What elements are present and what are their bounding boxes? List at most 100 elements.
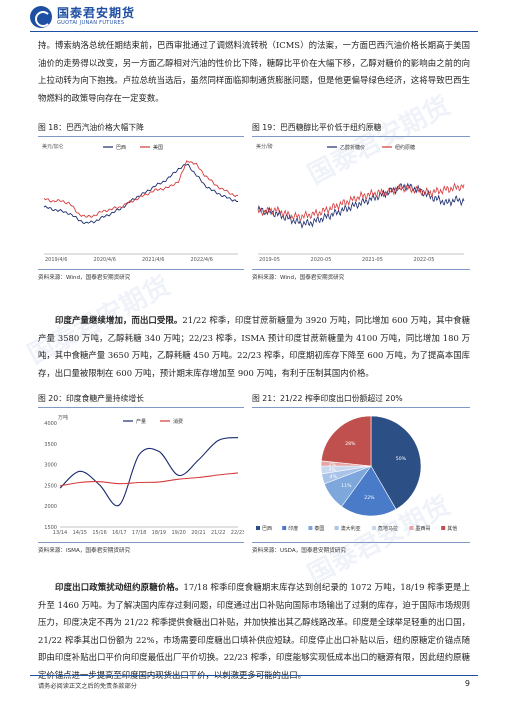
legend-swatch	[256, 526, 260, 530]
x-tick-label: 2019/4/6	[45, 257, 67, 263]
legend-label: 其他	[447, 525, 457, 532]
legend-swatch	[308, 526, 313, 530]
body-paragraph-1: 持。博索纳洛总统任期结束前，巴西审批通过了调燃料流转税（ICMS）的法案，一方面…	[38, 40, 470, 103]
fig18-top-rule	[38, 136, 244, 137]
paragraph-2-body: 21/22 榨季，印度甘蔗新糖量为 3920 万吨，同比增加 600 万吨，其中…	[38, 315, 471, 378]
series-line-1	[43, 163, 238, 225]
y-axis-label: 美分/磅	[256, 143, 273, 150]
legend-swatch	[441, 526, 446, 530]
fig18-source: 资料来源：Wind，国泰君安期货研究	[38, 275, 131, 281]
pie-data-label: 2%	[328, 462, 336, 468]
legend-label: 纽约原糖	[395, 144, 415, 151]
fig20-source: 资料来源：ISMA，国泰君安期货研究	[38, 548, 131, 554]
legend-label: 印度	[288, 525, 298, 532]
disclaimer-note: 请务必阅读正文之后的免责条款部分	[38, 683, 137, 690]
series-line-2	[43, 160, 239, 218]
y-axis-label: 美元/加仑	[42, 143, 64, 150]
series-line-1	[257, 182, 465, 230]
fig18-chart: 美元/加仑 2019/4/6 2020/4/6 2021/4/6 2022/4/6 巴西 美…	[38, 138, 244, 268]
legend-label: 澳大利亚	[341, 525, 361, 532]
y-tick-label: 4000	[44, 421, 57, 427]
y-tick-label: 2000	[44, 504, 57, 510]
pie-data-label: 28%	[345, 441, 356, 447]
x-tick-label: 20/21	[191, 530, 205, 536]
fig18-bottom-rule	[38, 269, 244, 270]
fig19-bottom-rule	[252, 269, 470, 270]
logo-cn-text: 国泰君安期货	[57, 6, 136, 20]
x-tick-label: 13/14	[53, 530, 67, 536]
x-tick-label: 16/17	[112, 530, 126, 536]
fig21-source: 资料来源：USDA，国泰君安期货研究	[252, 548, 346, 554]
fig21-bottom-rule	[252, 542, 470, 543]
x-tick-label: 14/15	[73, 530, 87, 536]
legend-swatch	[282, 526, 287, 530]
pie-data-label: 3%	[328, 467, 336, 473]
legend-swatch	[334, 526, 339, 530]
x-tick-label: 2020-05	[311, 257, 332, 263]
legend-label: 消费	[173, 418, 183, 425]
fig21-svg: 50% 22% 11%4%3%2% 28% 巴西 印度 泰国 澳大利亚 危地马拉 墨西哥 其他	[256, 415, 457, 532]
x-tick-label: 19/20	[171, 530, 185, 536]
legend-swatch	[372, 526, 376, 530]
y-tick-label: 1500	[44, 525, 57, 531]
x-tick-label: 2022-05	[414, 257, 435, 263]
fig19-svg: 美分/磅 2019-05 2020-05 2021-05 2022-05 乙醇折糖价 纽约原…	[256, 143, 465, 263]
fig20-svg: 万吨 1500 2000 2500 3000 3500 4000 13/14 14/15 15/1…	[44, 414, 244, 536]
y-tick-label: 2500	[44, 483, 57, 489]
footer-divider	[30, 675, 478, 676]
pie-data-label: 4%	[330, 474, 338, 480]
series-line-1	[59, 437, 239, 507]
x-tick-label: 17/18	[132, 530, 146, 536]
x-tick-label: 2019-05	[259, 257, 280, 263]
pie-slice	[341, 465, 397, 517]
legend-label: 危地马拉	[378, 525, 398, 532]
legend-label: 美国	[153, 144, 163, 151]
pie-slice	[370, 415, 422, 510]
x-tick-label: 2021/4/6	[142, 257, 164, 263]
page-number: 9	[464, 679, 470, 688]
x-tick-label: 15/16	[92, 530, 106, 536]
pie-data-label: 22%	[364, 495, 375, 501]
legend-label: 乙醇折糖价	[340, 144, 365, 151]
fig19-chart: 美分/磅 2019-05 2020-05 2021-05 2022-05 乙醇折糖价 纽约原…	[252, 138, 470, 268]
pie-data-label: 11%	[341, 483, 352, 489]
pie-data-label: 50%	[396, 456, 407, 462]
legend-swatch	[409, 526, 414, 530]
fig18-title: 图 18：巴西汽油价格大幅下降	[38, 123, 144, 132]
paragraph-3-lead: 印度出口政策扰动纽约原糖价格。	[55, 582, 184, 592]
header-divider	[30, 31, 478, 32]
fig20-top-rule	[38, 407, 244, 408]
body-paragraph-3: 印度出口政策扰动纽约原糖价格。17/18 榨季印度食糖期末库存达到创纪录的 10…	[38, 579, 470, 684]
fig18-svg: 美元/加仑 2019/4/6 2020/4/6 2021/4/6 2022/4/6 巴西 美…	[42, 143, 239, 263]
company-logo: 国泰君安期货 GUOTAI JUNAN FUTURES	[30, 6, 135, 28]
x-tick-label: 22/23	[231, 530, 244, 536]
body-paragraph-2: 印度产量继续增加，而出口受限。21/22 榨季，印度甘蔗新糖量为 3920 万吨…	[38, 312, 470, 382]
legend-label: 产量	[136, 418, 146, 425]
x-tick-label: 18/19	[152, 530, 166, 536]
legend-label: 巴西	[262, 526, 272, 532]
paragraph-3-body: 17/18 榨季印度食糖期末库存达到创纪录的 1072 万吨，18/19 榨季更…	[38, 582, 470, 680]
fig21-top-rule	[252, 407, 470, 408]
legend-label: 墨西哥	[415, 526, 430, 532]
fig20-chart: 万吨 1500 2000 2500 3000 3500 4000 13/14 14/15 15/1…	[38, 409, 244, 541]
fig20-bottom-rule	[38, 542, 244, 543]
fig20-title: 图 20：印度食糖产量持续增长	[38, 394, 144, 403]
fig19-top-rule	[252, 136, 470, 137]
page-header: 国泰君安期货 GUOTAI JUNAN FUTURES	[0, 0, 508, 30]
x-tick-label: 2021-05	[362, 257, 383, 263]
fig21-chart: 50% 22% 11% 4% 3% 2% 28% 巴西 印度 泰国 澳大利亚 危地马拉 墨西哥 其他	[252, 409, 470, 541]
paragraph-2-lead: 印度产量继续增加，而出口受限。	[55, 315, 183, 325]
fig21-title: 图 21：21/22 榨季印度出口份额超过 20%	[252, 394, 403, 403]
x-tick-label: 2020/4/6	[93, 257, 115, 263]
logo-icon	[30, 6, 52, 28]
series-line-2	[257, 182, 465, 222]
pie-slice	[320, 415, 372, 467]
fig19-title: 图 19：巴西糖醇比平价低于纽约原糖	[252, 123, 382, 132]
fig19-source: 资料来源：Wind，国泰君安期货研究	[252, 275, 345, 281]
y-tick-label: 3500	[44, 442, 57, 448]
y-axis-label: 万吨	[58, 414, 68, 421]
series-line-2	[59, 472, 239, 487]
y-tick-label: 3000	[44, 463, 57, 469]
legend-label: 巴西	[116, 145, 126, 151]
x-tick-label: 21/22	[211, 530, 225, 536]
